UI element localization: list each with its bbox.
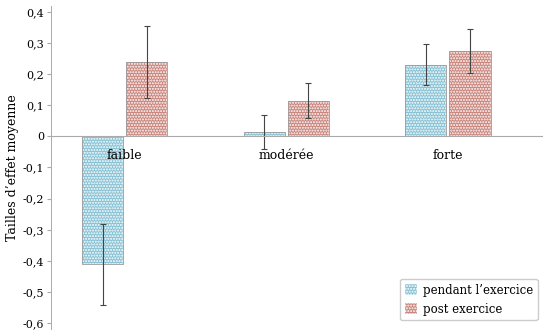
Bar bbox=[450, 51, 491, 136]
Bar bbox=[82, 136, 123, 264]
Text: modérée: modérée bbox=[259, 149, 314, 162]
Text: faible: faible bbox=[107, 149, 142, 162]
Bar bbox=[82, 136, 123, 264]
Bar bbox=[244, 132, 285, 136]
Bar bbox=[126, 62, 167, 136]
Bar bbox=[126, 62, 167, 136]
Bar bbox=[405, 65, 446, 136]
Bar bbox=[288, 100, 329, 136]
Bar bbox=[450, 51, 491, 136]
Bar bbox=[288, 100, 329, 136]
Legend: pendant l’exercice, post exercice: pendant l’exercice, post exercice bbox=[400, 279, 537, 320]
Bar bbox=[405, 65, 446, 136]
Text: forte: forte bbox=[433, 149, 463, 162]
Bar bbox=[244, 132, 285, 136]
Y-axis label: Tailles d’effet moyenne: Tailles d’effet moyenne bbox=[5, 94, 19, 241]
